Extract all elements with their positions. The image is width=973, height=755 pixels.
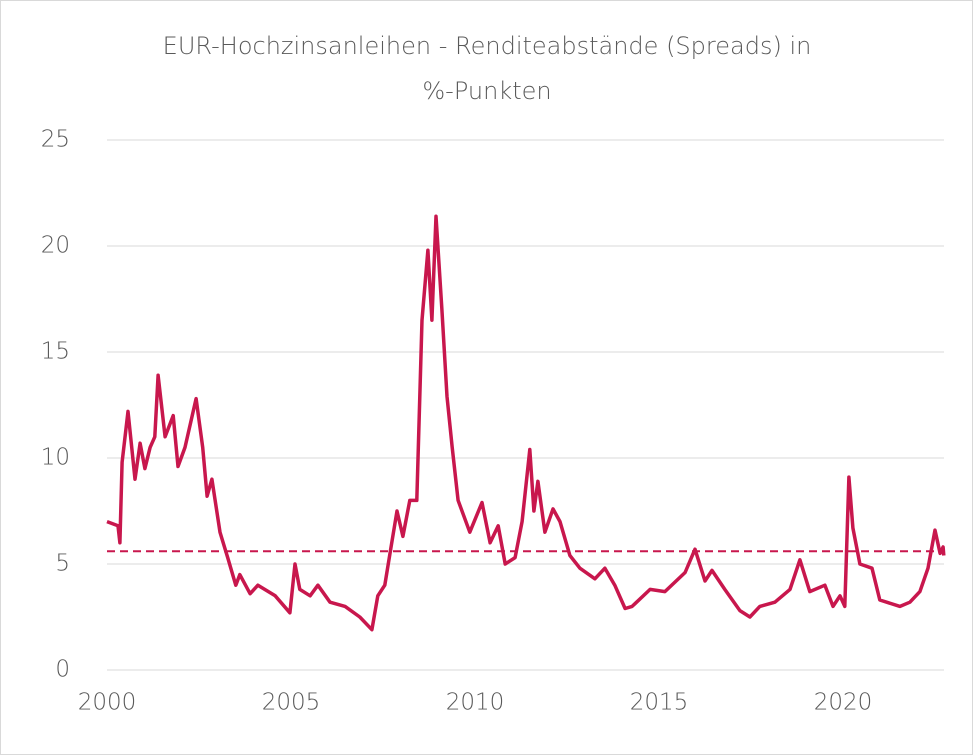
x-tick-label: 2015 [630, 690, 689, 716]
y-tick-label: 10 [41, 445, 70, 471]
y-tick-label: 25 [41, 127, 70, 153]
x-tick-label: 2010 [446, 690, 505, 716]
y-tick-label: 5 [55, 551, 70, 577]
chart-title: EUR-Hochzinsanleihen - Renditeabstände (… [163, 32, 812, 60]
y-tick-label: 0 [55, 657, 70, 683]
y-tick-label: 15 [41, 339, 70, 365]
y-tick-label: 20 [41, 233, 70, 259]
chart-title: %-Punkten [422, 77, 551, 105]
x-tick-label: 2005 [262, 690, 321, 716]
x-tick-label: 2000 [78, 690, 137, 716]
x-tick-label: 2020 [814, 690, 873, 716]
line-series [106, 214, 946, 632]
